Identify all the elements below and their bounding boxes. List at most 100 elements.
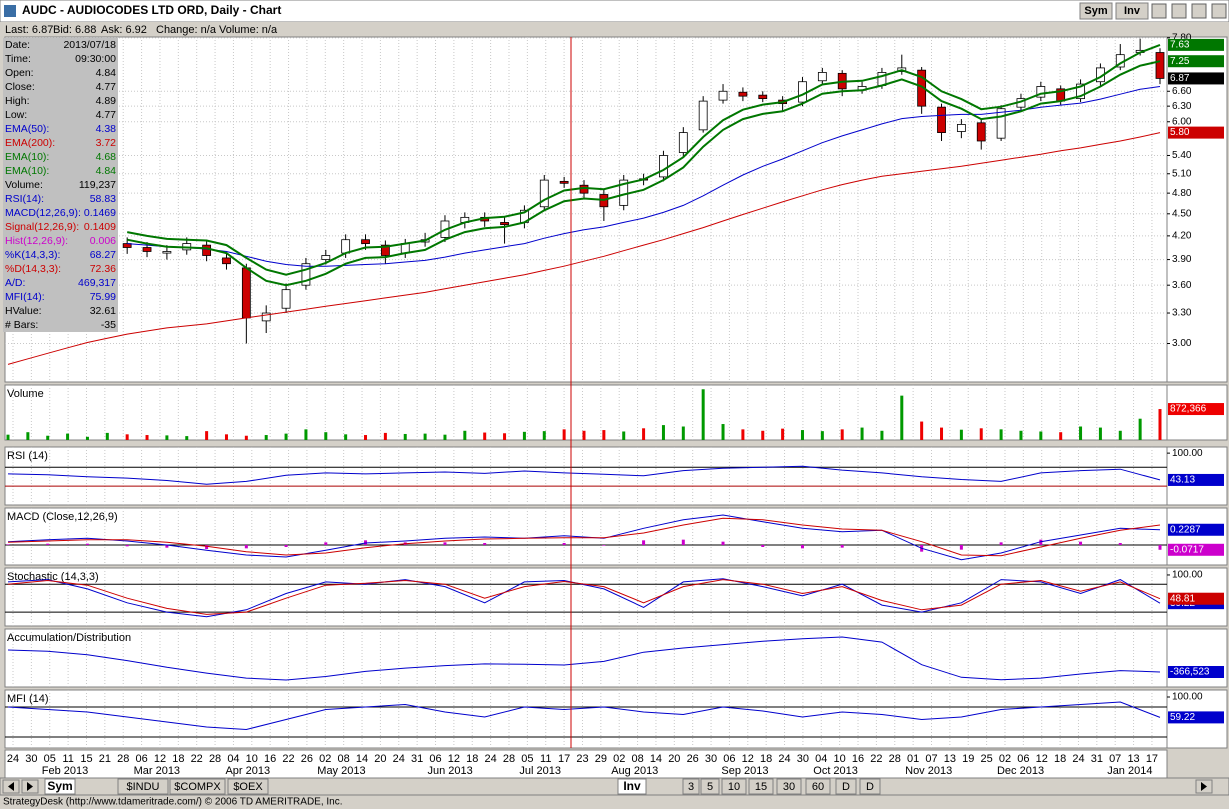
panel-title: Accumulation/Distribution xyxy=(7,632,131,644)
day-label: 16 xyxy=(264,753,276,765)
volume-bar xyxy=(284,433,288,440)
histogram-bar xyxy=(681,539,685,545)
day-label: 15 xyxy=(80,753,92,765)
symbol-tab[interactable] xyxy=(227,778,269,795)
indicator-line xyxy=(7,465,1161,485)
volume-bar xyxy=(26,432,30,440)
volume-bar xyxy=(324,432,328,440)
quote-field: Change: n/a xyxy=(156,24,217,36)
toolbar-button-label[interactable]: Inv xyxy=(1124,5,1141,17)
symbol-tab-label[interactable]: $INDU xyxy=(126,781,159,793)
period-tab[interactable] xyxy=(859,778,881,795)
candle-body xyxy=(798,81,807,103)
info-label: %D(14,3,3): xyxy=(5,263,61,275)
period-tab-label[interactable]: 30 xyxy=(783,781,795,793)
period-tab[interactable] xyxy=(748,778,774,795)
period-tab[interactable] xyxy=(835,778,857,795)
month-label: Aug 2013 xyxy=(611,765,658,777)
last-value-box xyxy=(1168,543,1224,556)
histogram-bar xyxy=(562,543,566,545)
volume-bar xyxy=(721,424,725,440)
info-label: EMA(50): xyxy=(5,123,49,135)
candle-body xyxy=(281,289,291,309)
day-label: 30 xyxy=(797,753,809,765)
day-label: 02 xyxy=(319,753,331,765)
day-label: 01 xyxy=(907,753,919,765)
day-label: 12 xyxy=(1036,753,1048,765)
period-tab-label[interactable]: Inv xyxy=(623,779,641,793)
info-value: 3.72 xyxy=(96,137,117,149)
day-label: 07 xyxy=(1109,753,1121,765)
window-control[interactable] xyxy=(1191,3,1207,19)
histogram-bar xyxy=(1039,539,1043,545)
period-tab[interactable] xyxy=(682,778,700,795)
day-label: 14 xyxy=(356,753,368,765)
candle-body xyxy=(500,222,509,226)
window-control[interactable] xyxy=(1151,3,1167,19)
info-label: Volume: xyxy=(5,179,43,191)
volume-bar xyxy=(304,429,308,440)
period-tab-label[interactable]: D xyxy=(866,781,874,793)
period-tab[interactable] xyxy=(805,778,831,795)
toolbar-button-label[interactable]: Sym xyxy=(1084,5,1107,17)
info-value: 75.99 xyxy=(90,291,116,303)
volume-bar xyxy=(1079,426,1083,440)
candle-body xyxy=(1036,86,1046,98)
day-label: 13 xyxy=(944,753,956,765)
symbol-tab-label[interactable]: Sym xyxy=(47,779,72,793)
period-tab[interactable] xyxy=(617,778,647,795)
symbol-tab[interactable] xyxy=(44,778,76,795)
volume-bar xyxy=(463,430,467,440)
candle-body xyxy=(301,263,311,286)
day-label: 31 xyxy=(411,753,423,765)
info-value: 09:30:00 xyxy=(75,53,116,65)
y-tick-label: 100.00 xyxy=(1172,692,1203,703)
period-tab-label[interactable]: 60 xyxy=(812,781,824,793)
symbol-tab[interactable] xyxy=(169,778,226,795)
day-label: 26 xyxy=(687,753,699,765)
period-tab-label[interactable]: 10 xyxy=(728,781,740,793)
day-label: 06 xyxy=(723,753,735,765)
symbol-tab-label[interactable]: $OEX xyxy=(233,781,263,793)
panel-title: RSI (14) xyxy=(7,450,48,462)
last-value-label: -0.0717 xyxy=(1170,544,1204,555)
info-value: 4.77 xyxy=(96,81,117,93)
volume-bar xyxy=(880,430,884,440)
arrow-icon xyxy=(27,782,33,791)
histogram-bar xyxy=(205,545,209,549)
last-value-label: 43.13 xyxy=(1170,475,1195,486)
histogram-bar xyxy=(324,542,328,545)
period-tab-label[interactable]: 5 xyxy=(707,781,713,793)
candle-body xyxy=(659,155,668,178)
candle-body xyxy=(937,106,946,134)
day-label: 08 xyxy=(338,753,350,765)
symbol-tab-label[interactable]: $COMPX xyxy=(174,781,221,793)
day-label: 22 xyxy=(282,753,294,765)
period-tab[interactable] xyxy=(776,778,802,795)
month-label: Mar 2013 xyxy=(134,765,180,777)
period-tab-label[interactable]: D xyxy=(842,781,850,793)
symbol-tab[interactable] xyxy=(117,778,169,795)
period-tab-label[interactable]: 15 xyxy=(755,781,767,793)
window-control[interactable] xyxy=(1171,3,1187,19)
info-label: Signal(12,26,9): xyxy=(5,221,79,233)
volume-bar xyxy=(364,435,368,440)
period-tab[interactable] xyxy=(700,778,720,795)
histogram-bar xyxy=(1118,543,1122,545)
toolbar-button[interactable] xyxy=(1079,2,1113,20)
window-control[interactable] xyxy=(1211,3,1227,19)
title-icon xyxy=(4,5,16,17)
day-label: 12 xyxy=(742,753,754,765)
day-label: 11 xyxy=(540,753,551,765)
period-tab[interactable] xyxy=(721,778,747,795)
day-label: 12 xyxy=(448,753,460,765)
period-tab-label[interactable]: 3 xyxy=(688,781,694,793)
histogram-bar xyxy=(602,545,606,546)
y-tick-label: 100.00 xyxy=(1172,570,1203,581)
toolbar-button[interactable] xyxy=(1115,2,1149,20)
month-label: Dec 2013 xyxy=(997,765,1044,777)
volume-bar xyxy=(781,428,785,440)
day-label: 24 xyxy=(7,753,19,765)
day-label: 17 xyxy=(558,753,570,765)
